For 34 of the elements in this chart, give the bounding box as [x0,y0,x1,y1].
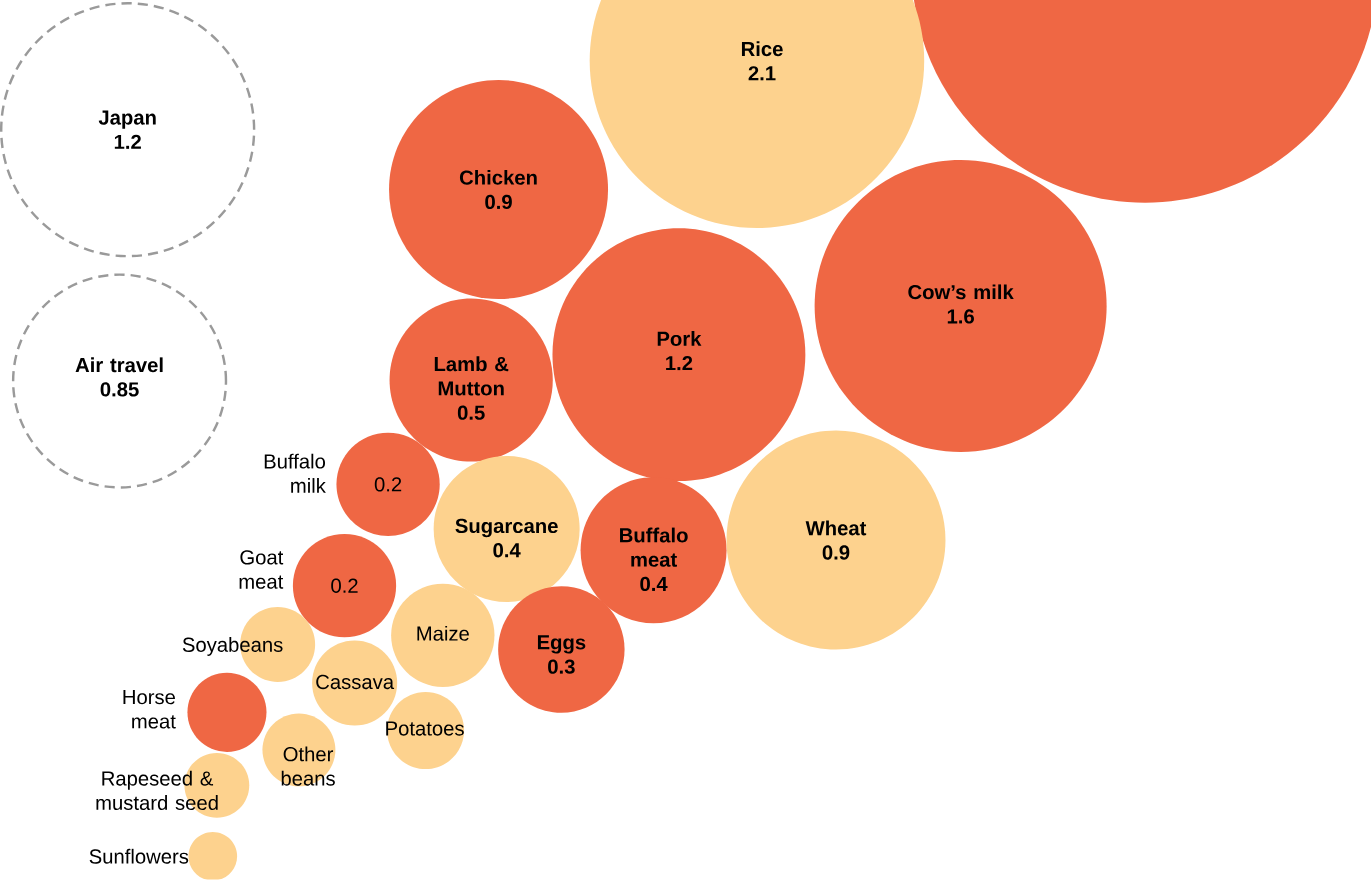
category-label: Pork [657,331,702,347]
category-label: Potatoes [386,721,464,736]
category-label: Rice [741,41,783,57]
data-label: 0.85 [100,382,139,397]
category-label: Eggs [537,635,586,654]
category-label: Goat meat [239,550,284,590]
data-label: 2.1 [748,66,776,81]
data-label: 0.3 [548,659,575,675]
data-label: 0.5 [457,405,485,421]
category-label: Lamb & Mutton [434,356,509,396]
category-label: Buffalo meat [620,527,688,568]
category-label: Other beans [281,746,335,786]
data-label: 1.2 [666,356,693,371]
category-label: Wheat [805,520,867,536]
category-label: Sugarcane [455,518,558,538]
category-label: Japan [98,110,156,129]
category-label: Rapeseed & mustard seed [96,771,218,811]
data-label: 0.2 [331,578,358,594]
data-label: 0.4 [640,577,668,592]
data-label: 1.2 [114,134,141,150]
data-label: 1.6 [947,309,974,324]
category-label: Cassava [316,675,395,690]
category-label: Horse meat [123,690,176,729]
data-label: 0.9 [485,194,512,210]
category-label: Sunflowers [89,849,189,864]
category-label: Air travel [75,357,163,373]
data-label: 0.4 [493,543,521,558]
data-label: 0.9 [822,545,850,560]
category-label: Buffalo milk [264,453,326,493]
category-label: Chicken [459,170,537,185]
data-label: 0.2 [374,477,402,492]
category-label: Soyabeans [182,637,283,657]
category-label: Cow’s milk [908,284,1014,300]
category-label: Maize [417,626,469,641]
